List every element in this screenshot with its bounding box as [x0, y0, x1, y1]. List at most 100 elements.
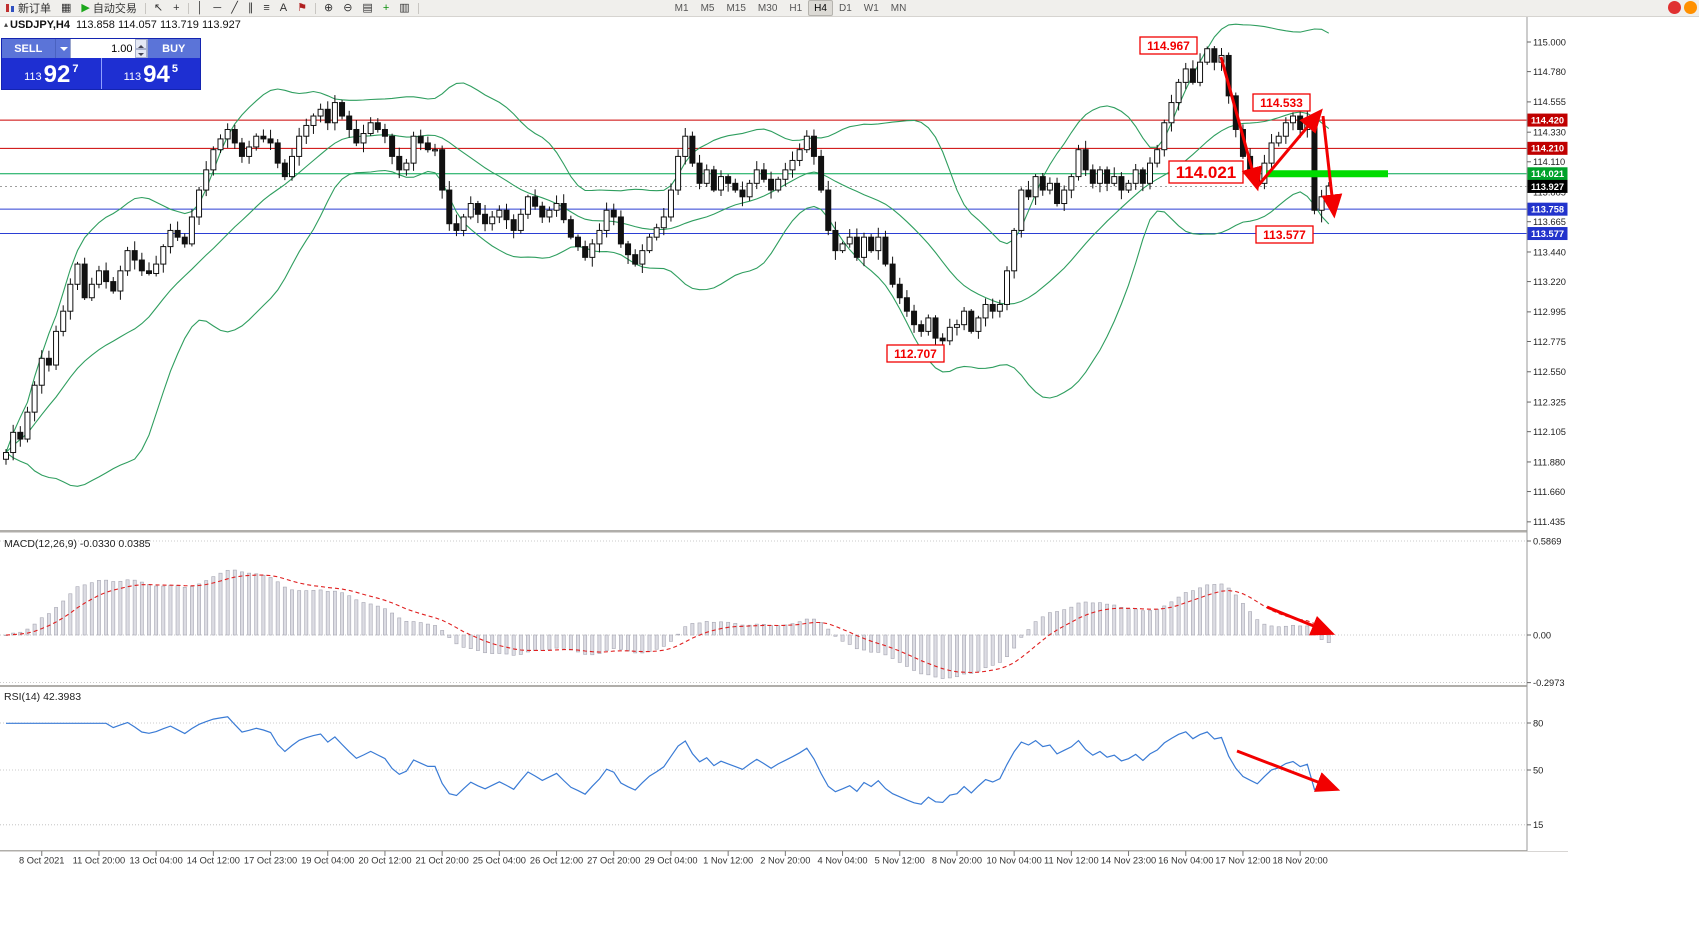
bollinger-lower-band: [5, 169, 1330, 487]
zoom-out-button[interactable]: ⊖: [338, 0, 357, 16]
svg-text:16 Nov 04:00: 16 Nov 04:00: [1158, 856, 1213, 866]
pane-separators[interactable]: [0, 530, 1568, 852]
timeframe-h1-button[interactable]: H1: [789, 2, 803, 14]
svg-text:113.758: 113.758: [1531, 205, 1564, 215]
quote-prices-row: 113 92 7 113 94 5: [2, 58, 200, 89]
svg-text:114.533: 114.533: [1260, 96, 1303, 110]
crosshair-tool-button[interactable]: +: [168, 0, 184, 16]
chart-title: ▴ USDJPY,H4 113.858 114.057 113.719 113.92…: [4, 19, 241, 31]
indicators-button[interactable]: +: [378, 0, 394, 16]
trade-options-dropdown[interactable]: [54, 39, 70, 58]
timeframe-m5-button[interactable]: M5: [700, 2, 715, 14]
svg-text:113.440: 113.440: [1533, 247, 1566, 257]
svg-text:10 Nov 04:00: 10 Nov 04:00: [986, 856, 1041, 866]
sell-price-big-digits: 92: [43, 61, 71, 88]
trendline-icon: ╱: [231, 2, 238, 14]
volume-increase-button[interactable]: [134, 39, 147, 49]
svg-text:17 Nov 12:00: 17 Nov 12:00: [1215, 856, 1270, 866]
toolbar-separator: [144, 2, 146, 14]
alert-red-dot[interactable]: [1668, 1, 1681, 14]
rsi-line: [6, 716, 1330, 805]
volume-decrease-button[interactable]: [134, 48, 147, 58]
zoom-out-icon: ⊖: [343, 2, 353, 14]
svg-text:114.330: 114.330: [1533, 127, 1566, 137]
cursor-tool-button[interactable]: ↖: [149, 0, 168, 16]
auto-trading-button[interactable]: ▶ 自动交易: [76, 0, 141, 16]
new-order-button[interactable]: 新订单: [0, 0, 56, 16]
arrows-tool-button[interactable]: ⚑: [292, 0, 312, 16]
svg-text:114.021: 114.021: [1176, 163, 1237, 182]
window-status-dots: [1668, 1, 1697, 14]
templates-icon: ▥: [399, 2, 410, 14]
macd-label: MACD(12,26,9) -0.0330 0.0385: [4, 538, 151, 550]
bollinger-bands: [5, 23, 1330, 487]
macd-signal-line: [5, 574, 1330, 674]
timeframe-m15-button[interactable]: M15: [726, 2, 746, 14]
zoom-in-button[interactable]: ⊕: [319, 0, 338, 16]
trendline-tool-button[interactable]: ╱: [226, 0, 243, 16]
toolbar-separator: [417, 2, 419, 14]
sell-button[interactable]: SELL: [2, 39, 55, 58]
new-order-button-label: 新订单: [18, 3, 51, 15]
svg-text:112.550: 112.550: [1533, 367, 1566, 377]
symbol-marker-icon: ▴: [4, 20, 9, 29]
rsi-label: RSI(14) 42.3983: [4, 691, 81, 703]
macd-histogram: [4, 569, 1331, 679]
tile-windows-button[interactable]: ▤: [357, 0, 377, 16]
timeframe-m30-button[interactable]: M30: [757, 2, 778, 14]
one-click-trading-panel: SELL BUY 113 92 7 113 94 5: [1, 38, 201, 90]
icon: ▶: [81, 2, 90, 14]
horizontal-line-icon: ─: [213, 2, 222, 14]
chart-canvas[interactable]: MACD(12,26,9) -0.0330 0.0385 RSI(14) 42.3…: [0, 0, 1568, 937]
text-tool-button[interactable]: A: [275, 0, 292, 16]
zoom-in-icon: ⊕: [323, 2, 334, 14]
svg-text:111.660: 111.660: [1533, 487, 1565, 497]
price-axis[interactable]: 115.000114.780114.555114.330114.110113.8…: [1526, 16, 1568, 851]
svg-text:26 Oct 12:00: 26 Oct 12:00: [530, 856, 583, 866]
horizontal-line-tool-button[interactable]: ─: [208, 0, 226, 16]
svg-text:17 Oct 23:00: 17 Oct 23:00: [244, 856, 297, 866]
svg-text:19 Oct 04:00: 19 Oct 04:00: [301, 856, 354, 866]
buy-button[interactable]: BUY: [147, 39, 200, 58]
templates-button[interactable]: ▥: [394, 0, 414, 16]
svg-text:114.110: 114.110: [1533, 157, 1565, 167]
buy-price-prefix: 113: [123, 71, 142, 83]
candlesticks: [3, 46, 1332, 465]
crosshair-icon: +: [173, 2, 180, 14]
auto-trading-button-label: 自动交易: [92, 3, 137, 15]
candlestick-icon: [5, 2, 15, 14]
svg-text:50: 50: [1533, 765, 1543, 775]
channel-tool-button[interactable]: ∥: [243, 0, 259, 16]
chart-windows-button[interactable]: ▦: [56, 0, 76, 16]
fibonacci-tool-button[interactable]: ≡: [258, 0, 274, 16]
timeframe-w1-button[interactable]: W1: [863, 2, 879, 14]
svg-text:112.105: 112.105: [1533, 427, 1566, 437]
volume-input[interactable]: [70, 39, 135, 58]
time-axis[interactable]: 8 Oct 2021 11 Oct 20:00 13 Oct 04:00 14 Oct…: [19, 851, 1328, 866]
svg-text:111.880: 111.880: [1533, 457, 1565, 467]
svg-text:80: 80: [1533, 718, 1543, 728]
buy-price-display[interactable]: 113 94 5: [102, 58, 201, 89]
symbol-label: USDJPY,H4: [10, 19, 70, 31]
timeframe-h4-button[interactable]: H4: [808, 0, 833, 16]
chart-grid-icon: ▦: [61, 2, 72, 14]
svg-text:113.220: 113.220: [1533, 277, 1566, 287]
toolbar-items: 新订单 ▦ ▶ 自动交易 ↖ + │ ─ ╱ ∥ ≡ A ⚑ ⊕ ⊖ ▤ + ▥ M1 M5 M15 M30 H1 H4 D1 W…: [0, 0, 912, 16]
svg-text:1 Nov 12:00: 1 Nov 12:00: [703, 856, 753, 866]
buy-price-big-digits: 94: [143, 61, 170, 88]
vertical-line-tool-button[interactable]: │: [192, 0, 209, 16]
channel-icon: ∥: [247, 2, 254, 14]
timeframe-m1-button[interactable]: M1: [674, 2, 689, 14]
price-divider: [100, 58, 102, 89]
alert-orange-dot[interactable]: [1684, 1, 1697, 14]
svg-text:114.210: 114.210: [1531, 144, 1564, 154]
svg-text:113.577: 113.577: [1263, 228, 1306, 242]
timeframe-d1-button[interactable]: D1: [838, 2, 852, 14]
bollinger-upper-band: [5, 23, 1330, 453]
svg-text:20 Oct 12:00: 20 Oct 12:00: [358, 856, 411, 866]
svg-text:2 Nov 20:00: 2 Nov 20:00: [760, 856, 810, 866]
svg-text:18 Nov 20:00: 18 Nov 20:00: [1272, 856, 1327, 866]
sell-price-display[interactable]: 113 92 7: [2, 58, 101, 89]
timeframe-mn-button[interactable]: MN: [890, 2, 907, 14]
